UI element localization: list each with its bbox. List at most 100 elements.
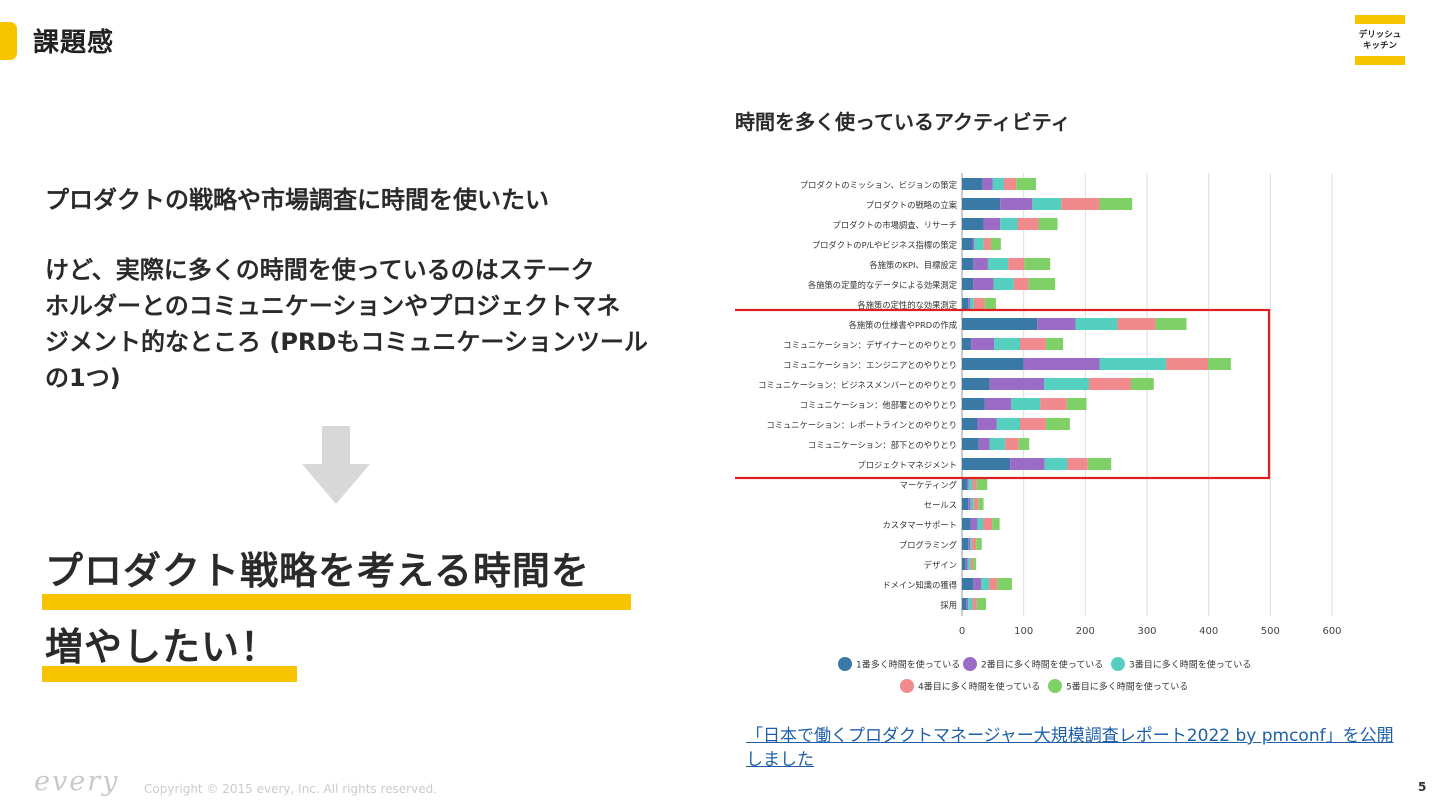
bar-segment <box>977 418 997 430</box>
bar-segment <box>962 278 974 290</box>
bar-segment <box>992 178 1004 190</box>
bar-segment <box>1099 198 1133 210</box>
legend-label: 4番目に多く時間を使っている <box>918 681 1040 693</box>
bar-segment <box>962 298 969 310</box>
bar-segment <box>1166 358 1209 370</box>
bar-segment <box>989 438 1006 450</box>
bar-segment <box>1066 398 1087 410</box>
bar-segment <box>968 538 971 550</box>
category-label: デザイン <box>924 560 957 570</box>
bar-segment <box>1000 198 1033 210</box>
bar-segment <box>1023 358 1100 370</box>
bar-segment <box>968 598 973 610</box>
category-label: プロジェクトマネジメント <box>857 460 957 470</box>
bar-segment <box>970 538 972 550</box>
bar-segment <box>982 518 993 530</box>
down-arrow-icon <box>302 426 370 504</box>
bar-segment <box>1019 418 1046 430</box>
bar-segment <box>1028 278 1056 290</box>
legend-marker <box>838 657 852 671</box>
category-label: プロダクトのP/Lやビジネス指標の策定 <box>812 240 957 250</box>
category-label: 各施策の定量的なデータによる効果測定 <box>808 280 957 290</box>
x-tick-label: 400 <box>1199 626 1218 637</box>
x-tick-label: 0 <box>959 626 965 637</box>
bar-segment <box>973 298 985 310</box>
x-tick-label: 500 <box>1261 626 1280 637</box>
brand-logo: デリッシュ キッチン <box>1355 15 1405 65</box>
category-label: プロダクトの市場調査、リサーチ <box>833 220 957 230</box>
bar-segment <box>978 438 990 450</box>
bar-segment <box>993 278 1014 290</box>
bar-segment <box>962 478 967 490</box>
legend-label: 5番目に多く時間を使っている <box>1066 681 1188 693</box>
copyright-text: Copyright © 2015 every, Inc. All rights … <box>144 782 438 796</box>
bar-segment <box>962 238 973 250</box>
slide-title: 課題感 <box>33 28 115 58</box>
body-line: けど、実際に多くの時間を使っているのはステーク <box>45 256 595 284</box>
bar-segment <box>1011 398 1041 410</box>
bar-segment <box>1087 458 1112 470</box>
category-label: コミュニケーション：レポートラインとのやりとり <box>766 420 957 430</box>
bar-segment <box>1044 378 1090 390</box>
page-number: 5 <box>1418 780 1427 794</box>
bar-segment <box>962 418 978 430</box>
bar-segment <box>968 298 971 310</box>
bar-segment <box>1005 438 1019 450</box>
category-label: コミュニケーション：デザイナーとのやりとり <box>783 340 957 350</box>
bar-segment <box>1089 378 1131 390</box>
bar-segment <box>1044 458 1068 470</box>
category-label: 各施策のKPI、目標設定 <box>869 260 957 270</box>
bar-segment <box>962 198 1001 210</box>
bar-segment <box>1040 398 1067 410</box>
legend-marker <box>1111 657 1125 671</box>
stacked-bar-chart: 0 100 200 300 400 500 600 プロダクトのミッション、ビジョンの策定プロ… <box>735 173 1342 693</box>
bar-segment <box>962 398 985 410</box>
bar-segment <box>987 258 1009 270</box>
bar-segment <box>1117 318 1156 330</box>
category-label: コミュニケーション：エンジニアとのやりとり <box>783 360 957 370</box>
highlight-bar-2 <box>42 666 297 682</box>
legend-label: 1番多く時間を使っている <box>856 659 960 671</box>
chart-title: 時間を多く使っているアクティビティ <box>735 110 1071 134</box>
bar-segment <box>992 518 1000 530</box>
title-accent-bar <box>0 22 17 60</box>
bar-segment <box>1099 358 1167 370</box>
conclusion-line-1: プロダクト戦略を考える時間を <box>45 549 590 593</box>
bar-segment <box>1008 258 1025 270</box>
bar-segment <box>1024 258 1051 270</box>
bar-segment <box>982 178 993 190</box>
bar-segment <box>981 578 990 590</box>
category-label: セールス <box>924 500 957 510</box>
category-label: コミュニケーション：ビジネスメンバーとのやりとり <box>758 380 957 390</box>
bar-segment <box>1130 378 1154 390</box>
bar-segment <box>994 338 1020 350</box>
bar-segment <box>962 358 1024 370</box>
source-report-link[interactable]: 「日本で働くプロダクトマネージャー大規模調査レポート2022 by pmconf… <box>746 726 1394 770</box>
bar-segment <box>968 498 971 510</box>
bar-segment <box>973 258 988 270</box>
legend-marker <box>900 679 914 693</box>
x-tick-label: 200 <box>1076 626 1095 637</box>
body-paragraph: けど、実際に多くの時間を使っているのはステーク ホルダーとのコミュニケーションや… <box>45 252 695 396</box>
bar-segment <box>973 498 979 510</box>
bar-segment <box>1155 318 1187 330</box>
bar-segment <box>974 238 984 250</box>
bar-segment <box>973 578 982 590</box>
bar-segment <box>962 578 974 590</box>
brand-logo-line-2: キッチン <box>1362 41 1397 51</box>
category-label: プログラミング <box>899 540 957 550</box>
bar-segment <box>983 218 1001 230</box>
bar-segment <box>966 478 969 490</box>
bar-segment <box>962 538 969 550</box>
bar-segment <box>973 558 977 570</box>
bar-segment <box>972 238 975 250</box>
bar-segment <box>989 378 1045 390</box>
bar-segment <box>1075 318 1118 330</box>
category-label: マーケティング <box>900 480 957 490</box>
category-label: 採用 <box>940 600 957 610</box>
bar-segment <box>970 518 978 530</box>
x-tick-label: 100 <box>1014 626 1033 637</box>
legend-marker <box>1048 679 1062 693</box>
bar-segment <box>1018 438 1030 450</box>
bar-segment <box>1208 358 1231 370</box>
